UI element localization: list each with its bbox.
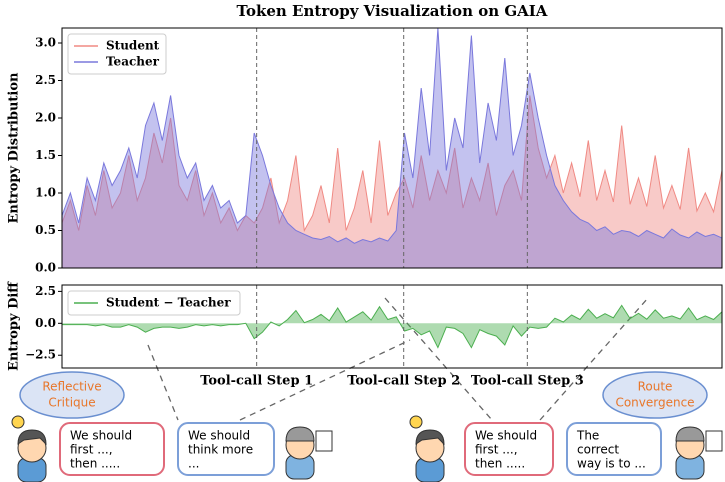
chart-title: Token Entropy Visualization on GAIA <box>237 2 548 20</box>
speech-bubble <box>464 422 554 476</box>
bubble-text: correct <box>577 443 619 457</box>
bubble-text: The <box>576 429 599 443</box>
frame <box>61 284 723 369</box>
y-tick-label: 1.0 <box>35 186 56 200</box>
bubble-text: first ..., <box>475 443 518 457</box>
series-area <box>62 95 722 268</box>
bubble-text: ... <box>188 457 199 471</box>
concept-label: Convergence <box>615 396 694 410</box>
legend-label: Student <box>106 39 160 53</box>
legend-box <box>67 290 241 316</box>
legend-box <box>67 33 167 75</box>
step-label: Tool-call Step 3 <box>471 374 584 389</box>
y-axis-label: Entropy Distribution <box>7 72 22 224</box>
y-tick-label: 3.0 <box>35 36 56 50</box>
bubble-text: first ..., <box>70 443 113 457</box>
series-line <box>62 304 722 349</box>
y-axis-label: Entropy Diff <box>7 281 22 371</box>
y-tick-label: 0.0 <box>35 316 56 330</box>
speech-bubble <box>566 422 662 476</box>
y-tick-label: 1.5 <box>35 148 56 162</box>
speech-bubble <box>59 422 165 476</box>
plot-area <box>62 304 722 349</box>
y-tick-label: 2.5 <box>35 73 56 87</box>
concept-ellipse <box>602 371 708 419</box>
step-label: Tool-call Step 2 <box>347 374 460 389</box>
step-label: Tool-call Step 1 <box>200 374 313 389</box>
y-tick-label: −2.5 <box>25 348 56 362</box>
frame <box>61 27 723 269</box>
concept-ellipse <box>19 371 125 419</box>
y-tick-label: 2.0 <box>35 111 56 125</box>
speech-bubble <box>177 422 275 476</box>
concept-label: Critique <box>48 396 95 410</box>
legend-label: Teacher <box>106 55 160 69</box>
concept-label: Route <box>638 380 673 394</box>
bubble-text: We should <box>70 429 132 443</box>
bubble-text: We should <box>188 429 250 443</box>
concept-label: Reflective <box>42 380 101 394</box>
series-line <box>62 95 722 233</box>
bubble-text: then ..... <box>475 457 525 471</box>
y-tick-label: 0.0 <box>35 261 56 275</box>
characters <box>11 415 723 482</box>
y-tick-label: 2.5 <box>35 284 56 298</box>
bubble-text: We should <box>475 429 537 443</box>
bubble-text: way is to ... <box>577 457 646 471</box>
plot-area <box>62 28 722 268</box>
series-line <box>62 28 722 244</box>
bubble-text: think more <box>188 443 253 457</box>
series-area <box>62 28 722 268</box>
legend-label: Student − Teacher <box>106 296 231 310</box>
bubble-text: then ..... <box>70 457 120 471</box>
y-tick-label: 0.5 <box>35 223 56 237</box>
